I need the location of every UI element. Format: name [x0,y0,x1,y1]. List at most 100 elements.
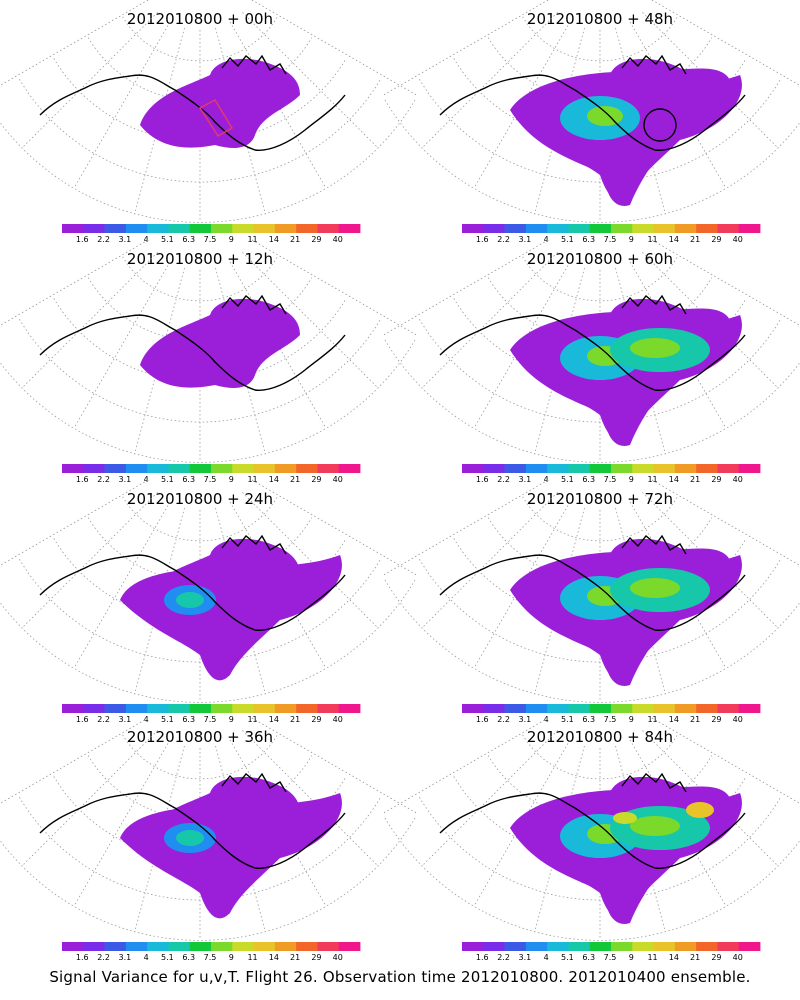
colorbar-swatch [189,224,212,233]
colorbar-swatch [232,464,254,473]
colorbar-label: 3.1 [518,953,531,962]
colorbar-swatch [147,942,169,951]
colorbar-swatch [589,942,612,951]
colorbar-swatch [525,942,548,951]
colorbar: 1.6 2.2 3.1 4 5.1 6.3 7.5 9 11 14 21 29 40 [62,464,361,484]
colorbar-swatch [547,704,569,713]
colorbar-label: 2.2 [497,475,510,484]
colorbar-label: 29 [711,235,721,244]
panel-title: 2012010800 + 48h [527,10,673,28]
colorbar-swatch [211,224,233,233]
colorbar-label: 1.6 [76,235,89,244]
panel-title: 2012010800 + 72h [527,490,673,508]
panel-title: 2012010800 + 84h [527,728,673,746]
map-panel: 2012010800 + 12h 1.6 2.2 3.1 4 5.1 6.3 7.5 9 11 14… [0,239,417,484]
colorbar-swatch [632,942,654,951]
colorbar-label: 4 [144,235,149,244]
colorbar-swatch [653,464,676,473]
colorbar-swatch [717,464,740,473]
colorbar-swatch [104,464,127,473]
colorbar-swatch [338,704,361,713]
colorbar-label: 5.1 [561,235,574,244]
colorbar-swatch [547,224,569,233]
figure-caption: Signal Variance for u,v,T. Flight 26. Ob… [49,968,751,986]
colorbar-label: 11 [647,235,657,244]
colorbar-label: 5.1 [161,235,174,244]
colorbar-swatch [525,224,548,233]
colorbar-label: 7.5 [204,235,217,244]
colorbar-swatch [547,942,569,951]
colorbar-label: 1.6 [76,475,89,484]
colorbar-swatch [104,942,127,951]
colorbar-label: 3.1 [118,715,131,724]
coastline [39,554,346,631]
variance-field [510,298,742,446]
colorbar-label: 9 [229,715,234,724]
colorbar-label: 14 [269,715,279,724]
panel-title: 2012010800 + 12h [127,250,273,268]
colorbar-label: 29 [311,953,321,962]
colorbar-label: 2.2 [97,953,110,962]
colorbar-swatch [504,224,527,233]
colorbar-label: 7.5 [204,953,217,962]
colorbar-swatch [125,704,148,713]
colorbar-swatch [589,224,612,233]
colorbar-swatch [317,704,340,713]
variance-field [510,538,742,686]
colorbar-swatch [653,224,676,233]
colorbar-swatch [125,942,148,951]
colorbar-label: 14 [669,475,679,484]
coastline [221,534,287,555]
colorbar-swatch [274,224,297,233]
colorbar-swatch [83,704,105,713]
colorbar-swatch [253,224,276,233]
colorbar-swatch [504,464,527,473]
colorbar-swatch [696,704,718,713]
colorbar-swatch [696,464,718,473]
colorbar-label: 4 [144,953,149,962]
colorbar-label: 4 [144,475,149,484]
colorbar-swatch [483,942,505,951]
colorbar-swatch [125,464,148,473]
colorbar-label: 6.3 [582,953,595,962]
colorbar-label: 9 [229,235,234,244]
colorbar-swatch [232,704,254,713]
colorbar-label: 21 [290,953,300,962]
panel-title: 2012010800 + 24h [127,490,273,508]
coastline [221,294,287,315]
colorbar-label: 2.2 [97,235,110,244]
colorbar-label: 21 [690,715,700,724]
colorbar-label: 7.5 [604,953,617,962]
colorbar-label: 4 [544,475,549,484]
variance-field [140,298,300,388]
map-panel: 2012010800 + 48h 1.6 2.2 3.1 4 5.1 6.3 7.5 9 11 14… [383,0,800,244]
colorbar-label: 21 [690,235,700,244]
colorbar-swatch [674,942,697,951]
colorbar-label: 29 [711,475,721,484]
colorbar-label: 5.1 [561,715,574,724]
colorbar-label: 9 [629,715,634,724]
coastline [621,294,687,315]
colorbar-label: 9 [229,475,234,484]
colorbar-label: 40 [733,475,743,484]
colorbar-swatch [462,224,484,233]
coastline [621,54,687,75]
colorbar-swatch [317,464,340,473]
colorbar-swatch [274,942,297,951]
colorbar-label: 3.1 [118,953,131,962]
colorbar-swatch [125,224,148,233]
colorbar-swatch [611,704,633,713]
colorbar-label: 2.2 [497,235,510,244]
coastline [439,314,746,391]
colorbar-swatch [296,704,318,713]
colorbar-label: 40 [333,715,343,724]
colorbar-swatch [83,224,105,233]
colorbar-label: 1.6 [76,953,89,962]
colorbar-swatch [717,704,740,713]
colorbar: 1.6 2.2 3.1 4 5.1 6.3 7.5 9 11 14 21 29 40 [62,224,361,244]
colorbar-label: 14 [669,235,679,244]
colorbar-label: 3.1 [118,235,131,244]
colorbar-swatch [738,224,761,233]
colorbar-swatch [568,464,591,473]
panel-title: 2012010800 + 36h [127,728,273,746]
